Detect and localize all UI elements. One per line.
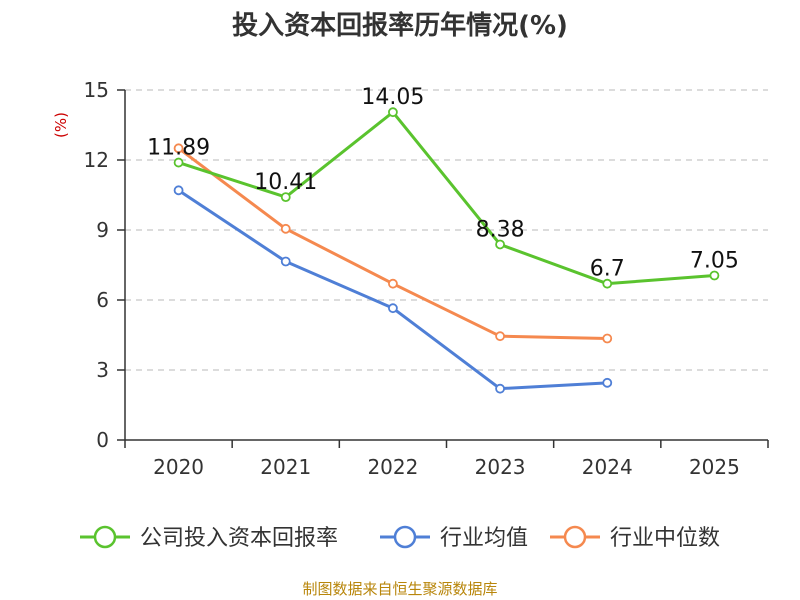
legend-item-2: 行业中位数 <box>550 525 720 551</box>
data-point-1-2023 <box>495 383 505 394</box>
series-lines <box>173 107 720 394</box>
legend-label-0: 公司投入资本回报率 <box>140 526 338 551</box>
x-tick-label-2025: 2025 <box>689 455 740 479</box>
data-point-0-2024 <box>602 278 613 289</box>
data-label-2022: 14.05 <box>361 85 424 110</box>
legend-item-0: 公司投入资本回报率 <box>80 525 338 551</box>
legend-label-1: 行业均值 <box>440 526 528 551</box>
data-point-1-2020 <box>173 185 184 196</box>
data-point-0-2020 <box>173 157 184 168</box>
legend-swatch-marker-1 <box>393 525 417 549</box>
series-0 <box>173 107 720 289</box>
data-point-2-2023 <box>495 331 505 342</box>
x-tick-label-2020: 2020 <box>153 455 204 479</box>
data-point-0-2022 <box>388 107 398 118</box>
data-label-2024: 6.7 <box>590 257 625 282</box>
data-point-0-2025 <box>709 270 720 281</box>
data-point-2-2024 <box>602 333 613 344</box>
y-tick-label-12: 12 <box>84 148 109 172</box>
data-labels: 11.89 10.41 14.05 8.38 6.7 7.05 <box>147 85 739 282</box>
y-tick-label-3: 3 <box>96 358 109 382</box>
data-point-1-2021 <box>280 256 291 267</box>
y-tick-label-15: 15 <box>84 78 109 102</box>
data-point-1-2024 <box>602 377 613 388</box>
data-point-0-2023 <box>495 239 505 250</box>
data-label-2021: 10.41 <box>254 170 317 195</box>
x-tick-label-2022: 2022 <box>367 455 418 479</box>
data-point-0-2021 <box>280 192 291 203</box>
series-line-0 <box>178 110 715 286</box>
y-tick-label-6: 6 <box>96 288 109 312</box>
series-line-1 <box>177 189 608 391</box>
data-point-1-2022 <box>388 303 398 314</box>
source-note: 制图数据来自恒生聚源数据库 <box>302 580 497 598</box>
x-tick-label-2024: 2024 <box>582 455 633 479</box>
data-label-2023: 8.38 <box>476 217 525 242</box>
axes: 0 3 6 9 12 15 2020 2021 2022 2023 2024 2025 <box>84 78 769 479</box>
y-tick-label-9: 9 <box>96 218 109 242</box>
grid-lines <box>125 89 768 371</box>
data-label-2025: 7.05 <box>690 249 739 274</box>
legend-label-2: 行业中位数 <box>610 526 720 551</box>
y-tick-label-0: 0 <box>96 428 109 452</box>
data-label-2020: 11.89 <box>147 136 210 161</box>
data-point-2-2020 <box>173 143 184 154</box>
y-axis-label: (%) <box>52 112 70 138</box>
legend-item-1: 行业均值 <box>380 525 528 551</box>
x-tick-label-2021: 2021 <box>260 455 311 479</box>
legend: 公司投入资本回报率 行业均值 行业中位数 <box>80 525 720 551</box>
series-2 <box>173 143 613 344</box>
series-1 <box>173 185 613 394</box>
x-tick-label-2023: 2023 <box>475 455 526 479</box>
data-point-2-2022 <box>388 278 398 289</box>
legend-swatch-marker-2 <box>563 525 587 549</box>
chart-title: 投入资本回报率历年情况(%) <box>232 10 568 41</box>
legend-swatch-marker-0 <box>93 525 117 549</box>
data-point-2-2021 <box>280 223 291 234</box>
